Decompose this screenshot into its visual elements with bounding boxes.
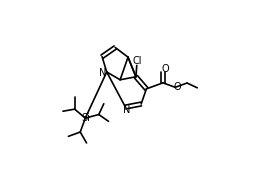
Text: Si: Si <box>81 113 90 123</box>
Text: Cl: Cl <box>133 56 142 65</box>
Text: N: N <box>99 68 106 78</box>
Text: O: O <box>161 64 169 74</box>
Text: N: N <box>123 105 130 115</box>
Text: O: O <box>174 82 182 92</box>
